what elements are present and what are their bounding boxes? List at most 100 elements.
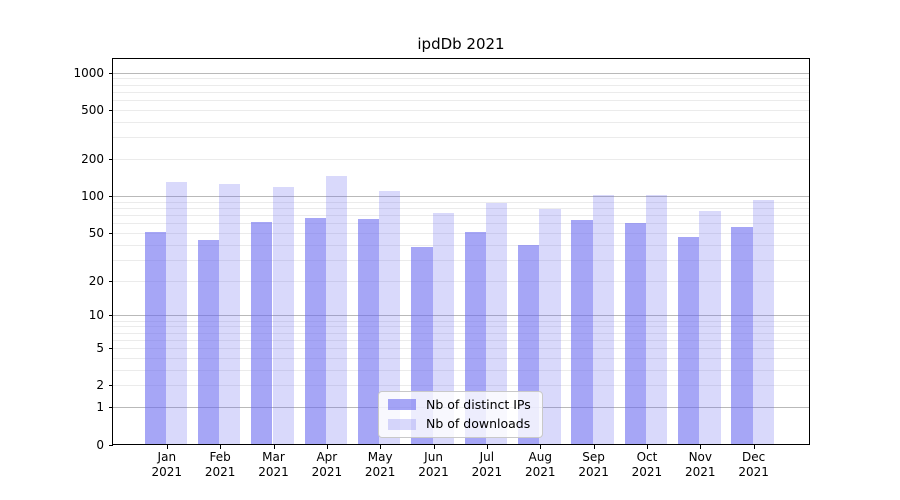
- y-tick-mark: [109, 385, 113, 387]
- gridline-minor: [113, 159, 809, 161]
- bar-downloads-oct: [645, 195, 668, 444]
- bar-distinct-ips-apr: [304, 218, 326, 444]
- gridline-minor: [113, 100, 809, 102]
- y-tick-label: 50: [88, 225, 104, 240]
- y-tick-label: 1000: [73, 65, 104, 80]
- y-tick-label: 2: [96, 378, 104, 393]
- legend-swatch-downloads: [388, 418, 416, 430]
- x-tick-mark: [486, 445, 488, 449]
- bar-downloads-apr: [325, 176, 348, 444]
- bar-downloads-nov: [699, 211, 721, 444]
- gridline-minor: [113, 326, 809, 328]
- gridline-major: [113, 72, 809, 74]
- gridline-minor: [113, 385, 809, 387]
- bar-downloads-may: [379, 191, 401, 444]
- legend: Nb of distinct IPs Nb of downloads: [378, 391, 543, 438]
- gridline-major: [113, 196, 809, 198]
- y-tick-label: 10: [88, 308, 104, 323]
- gridline-minor: [113, 84, 809, 86]
- gridline-minor: [113, 339, 809, 341]
- y-tick-label: 0: [96, 437, 104, 452]
- gridline-minor: [113, 223, 809, 225]
- bar-distinct-ips-nov: [678, 237, 700, 444]
- x-tick-mark: [273, 445, 275, 449]
- bar-downloads-mar: [272, 186, 294, 444]
- gridline-minor: [113, 207, 809, 209]
- y-tick-mark: [109, 159, 113, 161]
- x-tick-label: Nov 2021: [685, 450, 716, 479]
- x-tick-mark: [326, 445, 328, 449]
- gridline-minor: [113, 280, 809, 282]
- gridline-minor: [113, 215, 809, 217]
- x-tick-label: Mar 2021: [258, 450, 289, 479]
- gridline-minor: [113, 121, 809, 123]
- y-tick-mark: [109, 196, 113, 198]
- gridline-minor: [113, 369, 809, 371]
- x-tick-mark: [753, 445, 755, 449]
- y-tick-mark: [109, 407, 113, 409]
- gridline-minor: [113, 78, 809, 80]
- x-tick-mark: [380, 445, 382, 449]
- bar-downloads-jul: [485, 203, 508, 444]
- bar-distinct-ips-sep: [571, 219, 593, 444]
- bar-distinct-ips-oct: [624, 223, 646, 444]
- gridline-minor: [113, 259, 809, 261]
- gridline-minor: [113, 232, 809, 234]
- x-tick-mark: [593, 445, 595, 449]
- bar-downloads-dec: [752, 199, 774, 444]
- gridline-minor: [113, 137, 809, 139]
- x-tick-label: Jan 2021: [151, 450, 183, 479]
- y-tick-label: 20: [88, 273, 104, 288]
- gridline-minor: [113, 109, 809, 111]
- x-tick-label: Oct 2021: [631, 450, 663, 479]
- x-tick-label: Feb 2021: [204, 450, 236, 479]
- bar-distinct-ips-jan: [144, 231, 166, 444]
- bar-distinct-ips-may: [357, 218, 380, 444]
- x-tick-label: May 2021: [364, 450, 396, 479]
- legend-swatch-distinct-ips: [388, 399, 416, 411]
- x-tick-label: Aug 2021: [524, 450, 556, 479]
- bar-distinct-ips-dec: [731, 226, 753, 444]
- legend-item-downloads: Nb of downloads: [379, 417, 542, 431]
- gridline-major: [113, 315, 809, 317]
- x-tick-label: Jun 2021: [418, 450, 449, 479]
- bar-distinct-ips-mar: [251, 222, 273, 444]
- x-tick-mark: [700, 445, 702, 449]
- y-tick-label: 5: [96, 341, 104, 356]
- gridline-minor: [113, 348, 809, 350]
- x-tick-mark: [166, 445, 168, 449]
- gridline-minor: [113, 332, 809, 334]
- legend-item-distinct-ips: Nb of distinct IPs: [379, 396, 542, 412]
- y-tick-mark: [109, 232, 113, 234]
- plot-area: [112, 58, 810, 445]
- x-tick-label: Dec 2021: [738, 450, 769, 479]
- legend-label-distinct-ips: Nb of distinct IPs: [426, 396, 531, 412]
- x-tick-label: Apr 2021: [311, 450, 343, 479]
- y-tick-mark: [109, 444, 113, 446]
- bar-downloads-jun: [432, 212, 454, 444]
- x-tick-mark: [220, 445, 222, 449]
- y-tick-mark: [109, 315, 113, 317]
- y-tick-label: 100: [81, 189, 104, 204]
- y-tick-label: 500: [81, 102, 104, 117]
- y-tick-label: 200: [81, 152, 104, 167]
- y-tick-label: 1: [96, 400, 104, 415]
- y-tick-mark: [109, 280, 113, 282]
- bar-distinct-ips-feb: [197, 239, 220, 444]
- gridline-minor: [113, 91, 809, 93]
- x-tick-label: Sep 2021: [578, 450, 609, 479]
- gridline-minor: [113, 320, 809, 322]
- bar-downloads-feb: [219, 184, 241, 444]
- gridline-minor: [113, 357, 809, 359]
- x-tick-mark: [433, 445, 435, 449]
- gridline-minor: [113, 201, 809, 203]
- y-tick-mark: [109, 72, 113, 74]
- y-tick-mark: [109, 348, 113, 350]
- x-tick-mark: [646, 445, 648, 449]
- bar-distinct-ips-jul: [464, 231, 486, 444]
- bar-downloads-sep: [592, 195, 614, 444]
- x-tick-mark: [540, 445, 542, 449]
- gridline-minor: [113, 244, 809, 246]
- y-tick-mark: [109, 109, 113, 111]
